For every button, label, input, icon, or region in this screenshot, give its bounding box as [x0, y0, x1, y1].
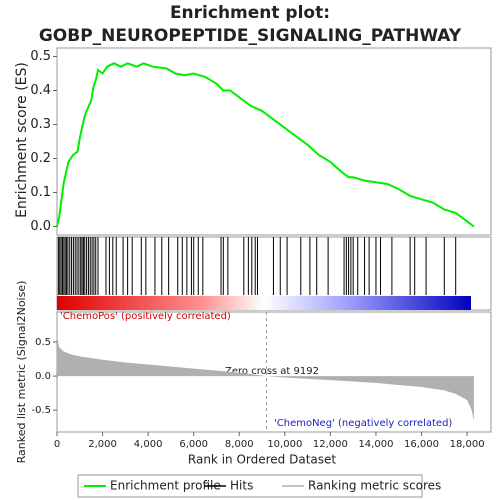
y-tick-label: 0.2	[30, 151, 51, 166]
x-tick-label: 16,000	[404, 439, 439, 450]
legend-label: Enrichment profile	[110, 479, 221, 493]
x-tick-label: 18,000	[450, 439, 485, 450]
legend-label: Hits	[230, 479, 253, 493]
y-tick-label: 0.1	[30, 185, 51, 200]
y2-tick-label: -0.5	[31, 405, 51, 416]
x-tick-label: 2,000	[88, 439, 117, 450]
x-tick-label: 8,000	[225, 439, 254, 450]
y-tick-label: 0.3	[30, 117, 51, 132]
x-tick-label: 14,000	[358, 439, 393, 450]
y-tick-label: 0.5	[30, 49, 51, 64]
legend	[77, 474, 423, 498]
y-tick-label: 0.0	[30, 219, 51, 234]
neg-label: 'ChemoNeg' (negatively correlated)	[274, 418, 452, 429]
chart-subtitle: GOBP_NEUROPEPTIDE_SIGNALING_PATHWAY	[39, 26, 462, 46]
y2-axis-label: Ranked list metric (Signal2Noise)	[15, 281, 28, 464]
y2-tick-label: 0.0	[35, 371, 51, 382]
chart-title: Enrichment plot:	[170, 3, 330, 23]
y2-tick-label: 0.5	[35, 337, 51, 348]
metric-area	[57, 335, 474, 421]
x-tick-label: 10,000	[267, 439, 302, 450]
x-tick-label: 12,000	[313, 439, 348, 450]
y-axis-label: Enrichment score (ES)	[14, 62, 30, 218]
es-panel	[56, 47, 492, 236]
legend-label: Ranking metric scores	[308, 479, 441, 493]
x-tick-label: 6,000	[179, 439, 208, 450]
es-line	[56, 62, 475, 228]
x-tick-label: 4,000	[134, 439, 163, 450]
y-tick-label: 0.4	[30, 83, 51, 98]
zero-cross-label: Zero cross at 9192	[225, 366, 319, 377]
x-tick-label: 0	[54, 439, 60, 450]
color-bar	[57, 296, 471, 310]
pos-label: 'ChemoPos' (positively correlated)	[60, 311, 231, 322]
x-axis-label: Rank in Ordered Dataset	[188, 453, 336, 467]
